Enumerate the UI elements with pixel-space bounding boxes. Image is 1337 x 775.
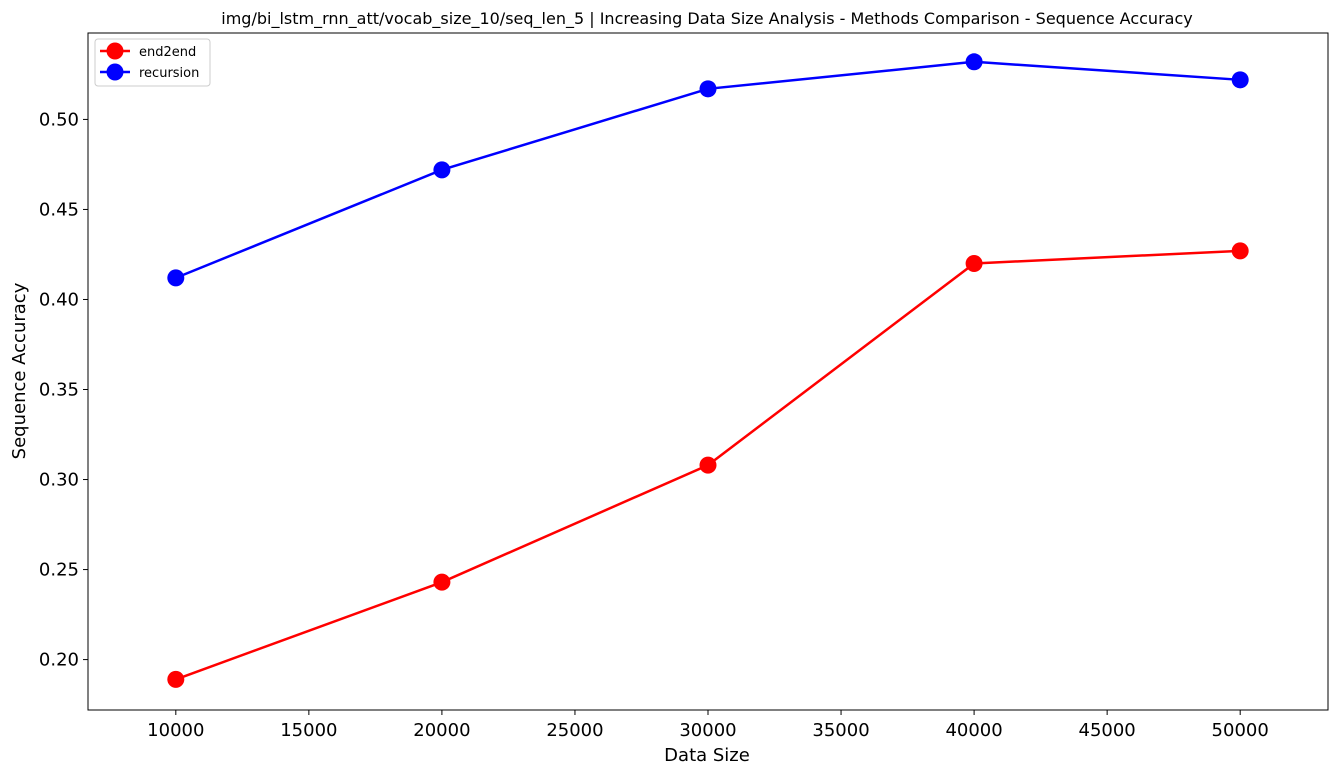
y-axis: 0.20 0.25 0.30 0.35 0.40 0.45 0.50 bbox=[39, 109, 88, 671]
data-point bbox=[433, 161, 451, 179]
data-point bbox=[167, 269, 185, 287]
data-point bbox=[699, 456, 717, 474]
x-tick-label: 35000 bbox=[812, 720, 869, 741]
y-tick-label: 0.20 bbox=[39, 650, 79, 671]
y-tick-label: 0.35 bbox=[39, 380, 79, 401]
x-tick-label: 40000 bbox=[945, 720, 1002, 741]
x-tick-label: 45000 bbox=[1079, 720, 1136, 741]
x-tick-label: 20000 bbox=[413, 720, 470, 741]
chart-title: img/bi_lstm_rnn_att/vocab_size_10/seq_le… bbox=[221, 9, 1192, 29]
plot-frame bbox=[87, 32, 1329, 711]
x-tick-label: 15000 bbox=[280, 720, 337, 741]
y-tick-label: 0.40 bbox=[39, 289, 79, 310]
y-tick-label: 0.50 bbox=[39, 109, 79, 130]
y-tick-label: 0.45 bbox=[39, 199, 79, 220]
data-point bbox=[965, 53, 983, 71]
data-point bbox=[433, 573, 451, 591]
legend: end2end recursion bbox=[94, 38, 211, 87]
data-point bbox=[965, 254, 983, 272]
series-layer bbox=[167, 53, 1249, 688]
x-tick-label: 25000 bbox=[546, 720, 603, 741]
data-point bbox=[1231, 242, 1249, 260]
data-point bbox=[167, 670, 185, 688]
x-tick-label: 50000 bbox=[1212, 720, 1269, 741]
x-axis-label: Data Size bbox=[664, 745, 750, 766]
legend-label: recursion bbox=[139, 66, 199, 81]
legend-marker bbox=[106, 42, 124, 60]
legend-marker bbox=[106, 63, 124, 81]
y-tick-label: 0.30 bbox=[39, 470, 79, 491]
plot-area bbox=[87, 32, 1329, 711]
x-tick-label: 30000 bbox=[679, 720, 736, 741]
series-recursion bbox=[167, 53, 1249, 287]
y-tick-label: 0.25 bbox=[39, 560, 79, 581]
x-axis: 10000 15000 20000 25000 30000 35000 40000 45000… bbox=[147, 710, 1269, 741]
y-axis-label: Sequence Accuracy bbox=[9, 282, 30, 459]
data-point bbox=[699, 80, 717, 98]
series-end2end bbox=[167, 242, 1249, 688]
legend-label: end2end bbox=[139, 45, 196, 60]
x-tick-label: 10000 bbox=[147, 720, 204, 741]
data-point bbox=[1231, 71, 1249, 89]
